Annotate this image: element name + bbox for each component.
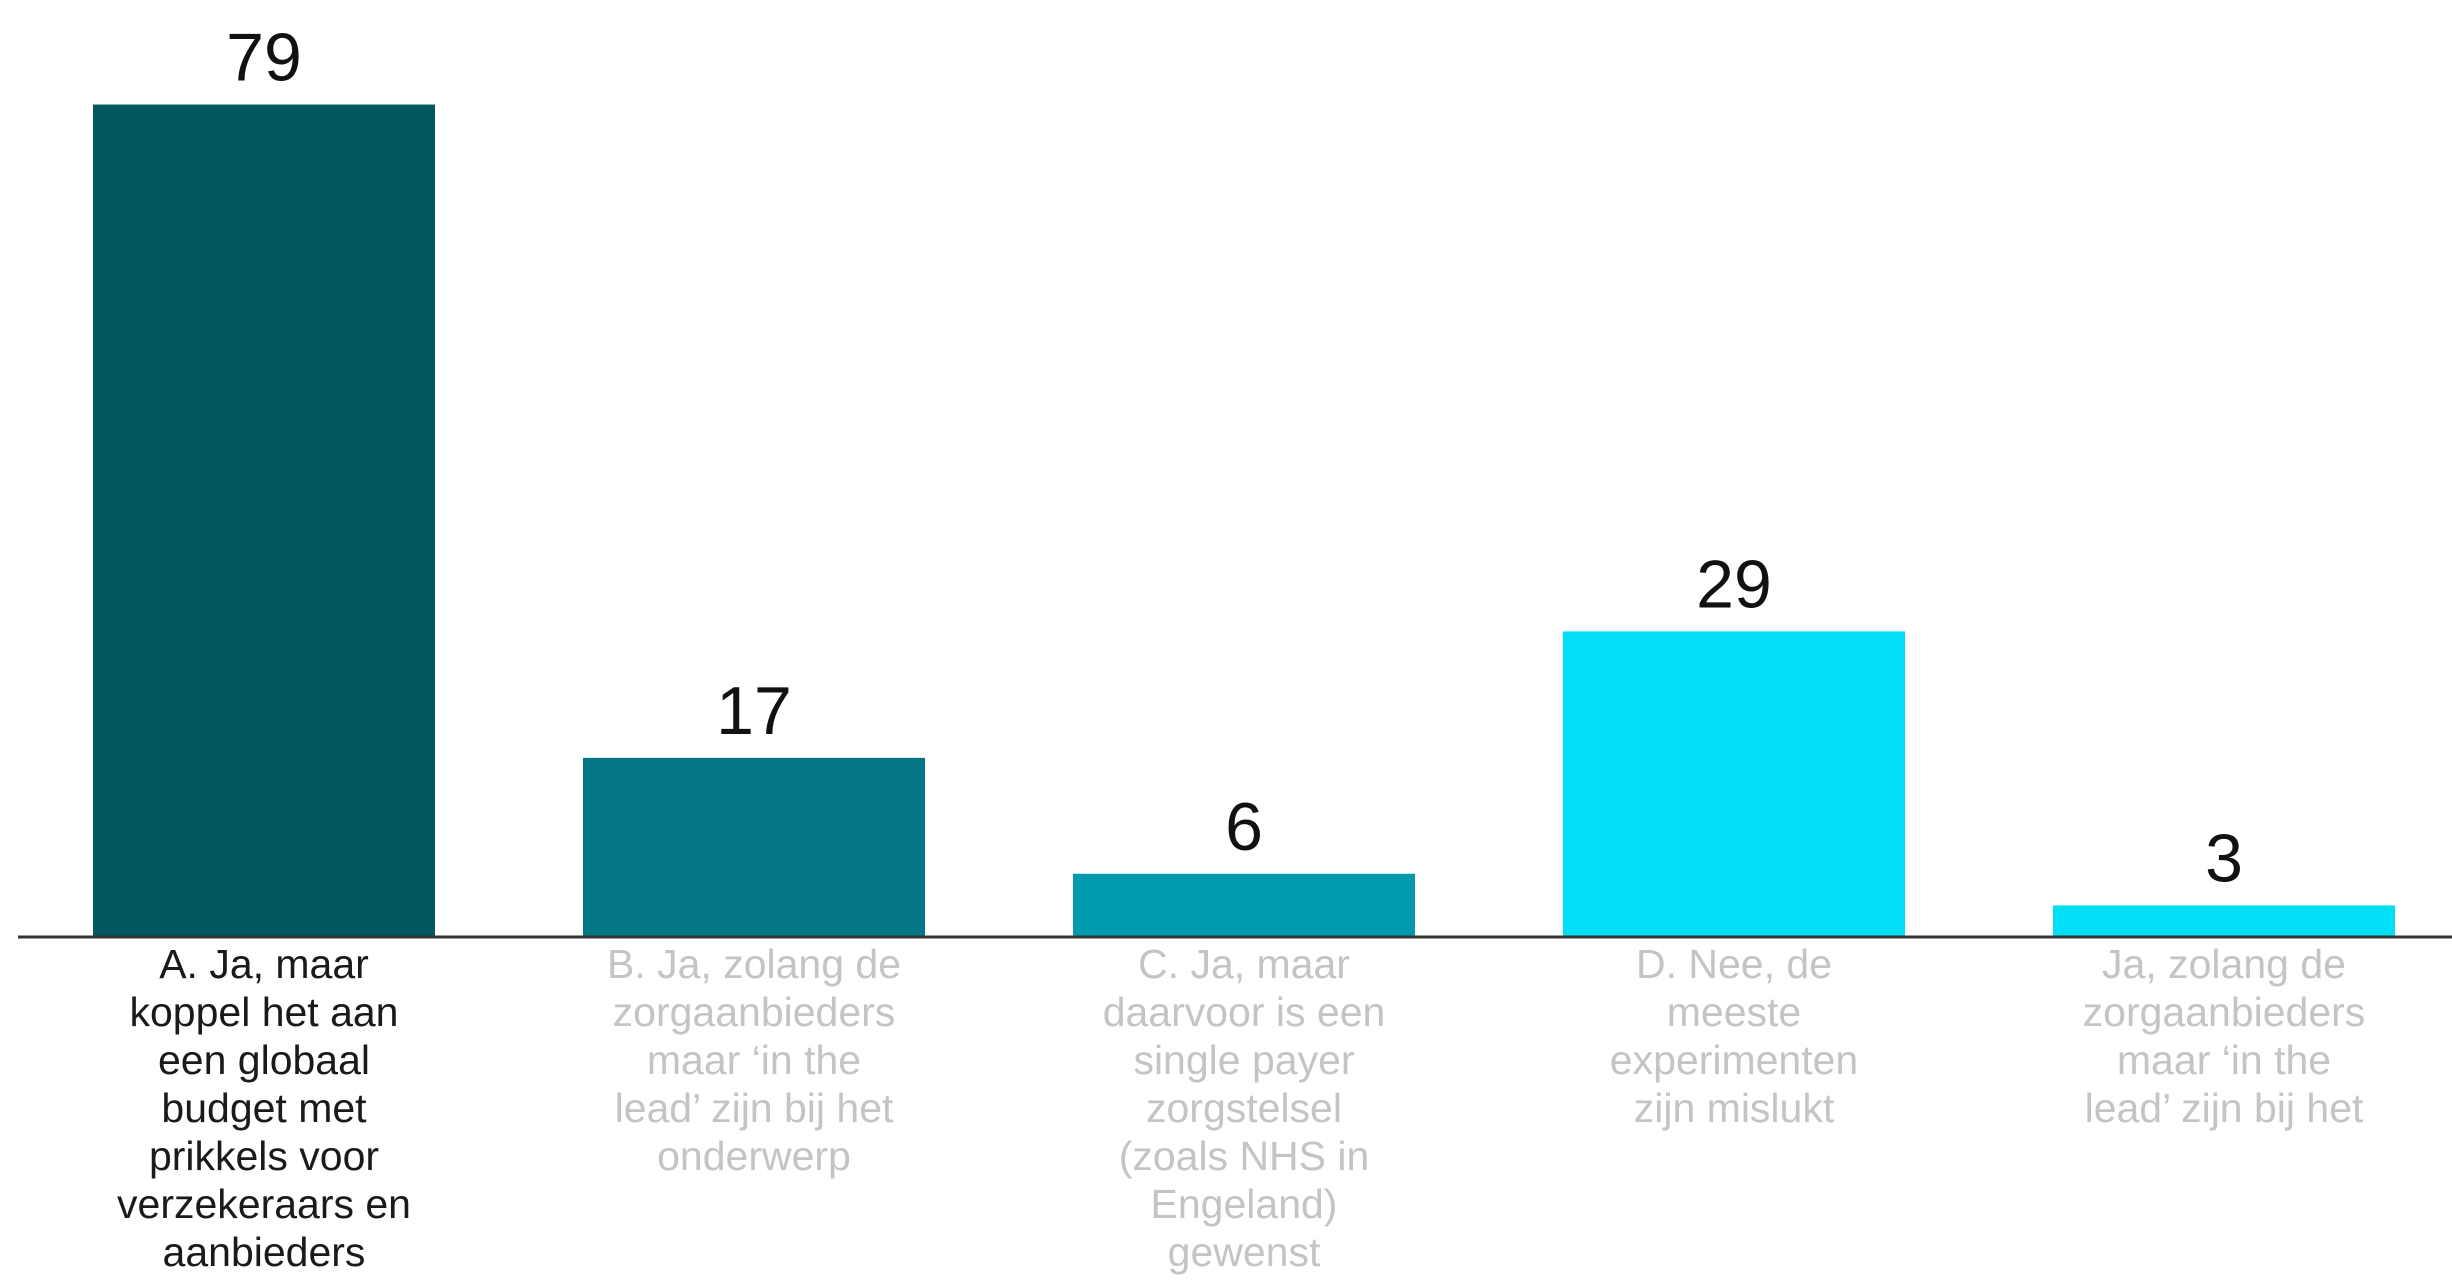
chart-plot-area: 79 17 6 29 3: [18, 20, 2452, 939]
value-label-2: 6: [1225, 789, 1263, 865]
category-label-2: C. Ja, maar daarvoor is een single payer…: [1102, 941, 1386, 1275]
category-label-1: B. Ja, zolang de zorgaanbieders maar ‘in…: [606, 941, 902, 1179]
category-label-4: Ja, zolang de zorgaanbieders maar ‘in th…: [2082, 941, 2366, 1131]
bar-4: [2053, 905, 2395, 937]
bar-0: [93, 104, 435, 938]
value-label-4: 3: [2205, 820, 2243, 896]
bar-1: [583, 757, 925, 937]
value-label-1: 17: [716, 673, 792, 749]
category-label-0: A. Ja, maar koppel het aan een globaal b…: [117, 941, 411, 1275]
category-label-3: D. Nee, de meeste experimenten zijn misl…: [1609, 941, 1859, 1131]
bar-2: [1073, 873, 1415, 937]
value-label-0: 79: [226, 20, 302, 96]
bar-3: [1563, 631, 1905, 937]
value-label-3: 29: [1696, 546, 1772, 622]
